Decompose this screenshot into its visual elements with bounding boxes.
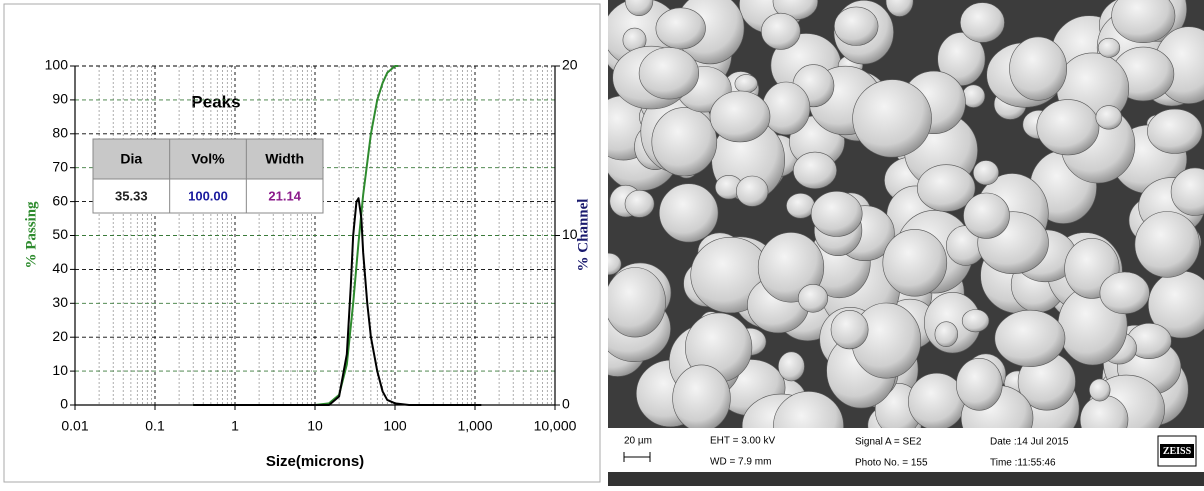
info-text: Signal A = SE2: [855, 437, 922, 448]
info-text: Time :11:55:46: [990, 458, 1056, 469]
table-cell: 35.33: [115, 188, 148, 203]
particle: [656, 8, 706, 49]
y2-tick-label: 10: [562, 226, 578, 242]
particle: [831, 310, 868, 349]
particle: [736, 176, 768, 206]
info-text: WD = 7.9 mm: [710, 457, 771, 468]
particle: [659, 184, 718, 242]
scale-bar-label: 20 µm: [624, 436, 652, 447]
particle: [935, 322, 958, 347]
particle: [956, 358, 1002, 410]
particle: [793, 152, 836, 189]
particle: [735, 75, 758, 93]
table-header: Width: [265, 151, 304, 167]
y-tick-label: 40: [52, 260, 68, 276]
y2-axis-label: % Channel: [575, 199, 591, 272]
table-header: Dia: [120, 151, 142, 167]
particle: [625, 190, 654, 217]
info-text: Date :14 Jul 2015: [990, 437, 1069, 448]
particle: [710, 91, 770, 142]
particle: [1135, 212, 1200, 278]
particle: [1010, 37, 1067, 100]
particle: [964, 193, 1010, 238]
x-tick-label: 1,000: [457, 418, 492, 434]
particle: [883, 229, 947, 296]
info-text: EHT = 3.00 kV: [710, 436, 775, 447]
particle: [652, 108, 717, 176]
y2-tick-label: 20: [562, 57, 578, 73]
x-tick-label: 1: [231, 418, 239, 434]
particle: [761, 13, 800, 49]
chart-panel: [4, 4, 600, 482]
particle: [639, 48, 699, 100]
x-tick-label: 100: [383, 418, 407, 434]
x-tick-label: 10,000: [534, 418, 577, 434]
y-tick-label: 60: [52, 192, 68, 208]
y-tick-label: 30: [52, 294, 68, 310]
particle: [962, 310, 989, 332]
x-tick-label: 0.01: [61, 418, 88, 434]
x-tick-label: 0.1: [145, 418, 165, 434]
particle: [1098, 38, 1120, 57]
particle: [605, 268, 666, 338]
particle: [1037, 100, 1099, 155]
particle: [1096, 106, 1122, 130]
table-cell: 100.00: [188, 188, 228, 203]
y-tick-label: 20: [52, 328, 68, 344]
info-text: Photo No. = 155: [855, 458, 928, 469]
table-header: Vol%: [191, 151, 225, 167]
particle: [1147, 109, 1202, 153]
y-tick-label: 10: [52, 362, 68, 378]
y2-tick-label: 0: [562, 396, 570, 412]
particle: [762, 82, 810, 135]
particle: [1089, 379, 1110, 401]
particle: [778, 352, 804, 381]
particle: [995, 310, 1065, 366]
particle: [1100, 272, 1150, 314]
x-tick-label: 10: [307, 418, 323, 434]
y-tick-label: 50: [52, 226, 68, 242]
particle: [786, 193, 814, 218]
particle: [834, 7, 878, 46]
logo: ZEISS: [1163, 446, 1192, 457]
particle: [960, 3, 1004, 43]
table-title: Peaks: [191, 92, 240, 111]
particle: [973, 161, 998, 185]
y-tick-label: 0: [60, 396, 68, 412]
particle: [853, 80, 932, 158]
x-axis-label: Size(microns): [266, 453, 364, 470]
micrograph: [584, 0, 1204, 466]
particle: [798, 284, 828, 312]
info-bar-edge: [608, 472, 1204, 486]
y-tick-label: 100: [45, 57, 69, 73]
table-cell: 21.14: [268, 188, 301, 203]
y-axis-label: % Passing: [23, 201, 39, 269]
y-tick-label: 80: [52, 125, 68, 141]
particle: [673, 365, 731, 432]
y-tick-label: 70: [52, 158, 68, 174]
y-tick-label: 90: [52, 91, 68, 107]
particle: [811, 191, 862, 236]
